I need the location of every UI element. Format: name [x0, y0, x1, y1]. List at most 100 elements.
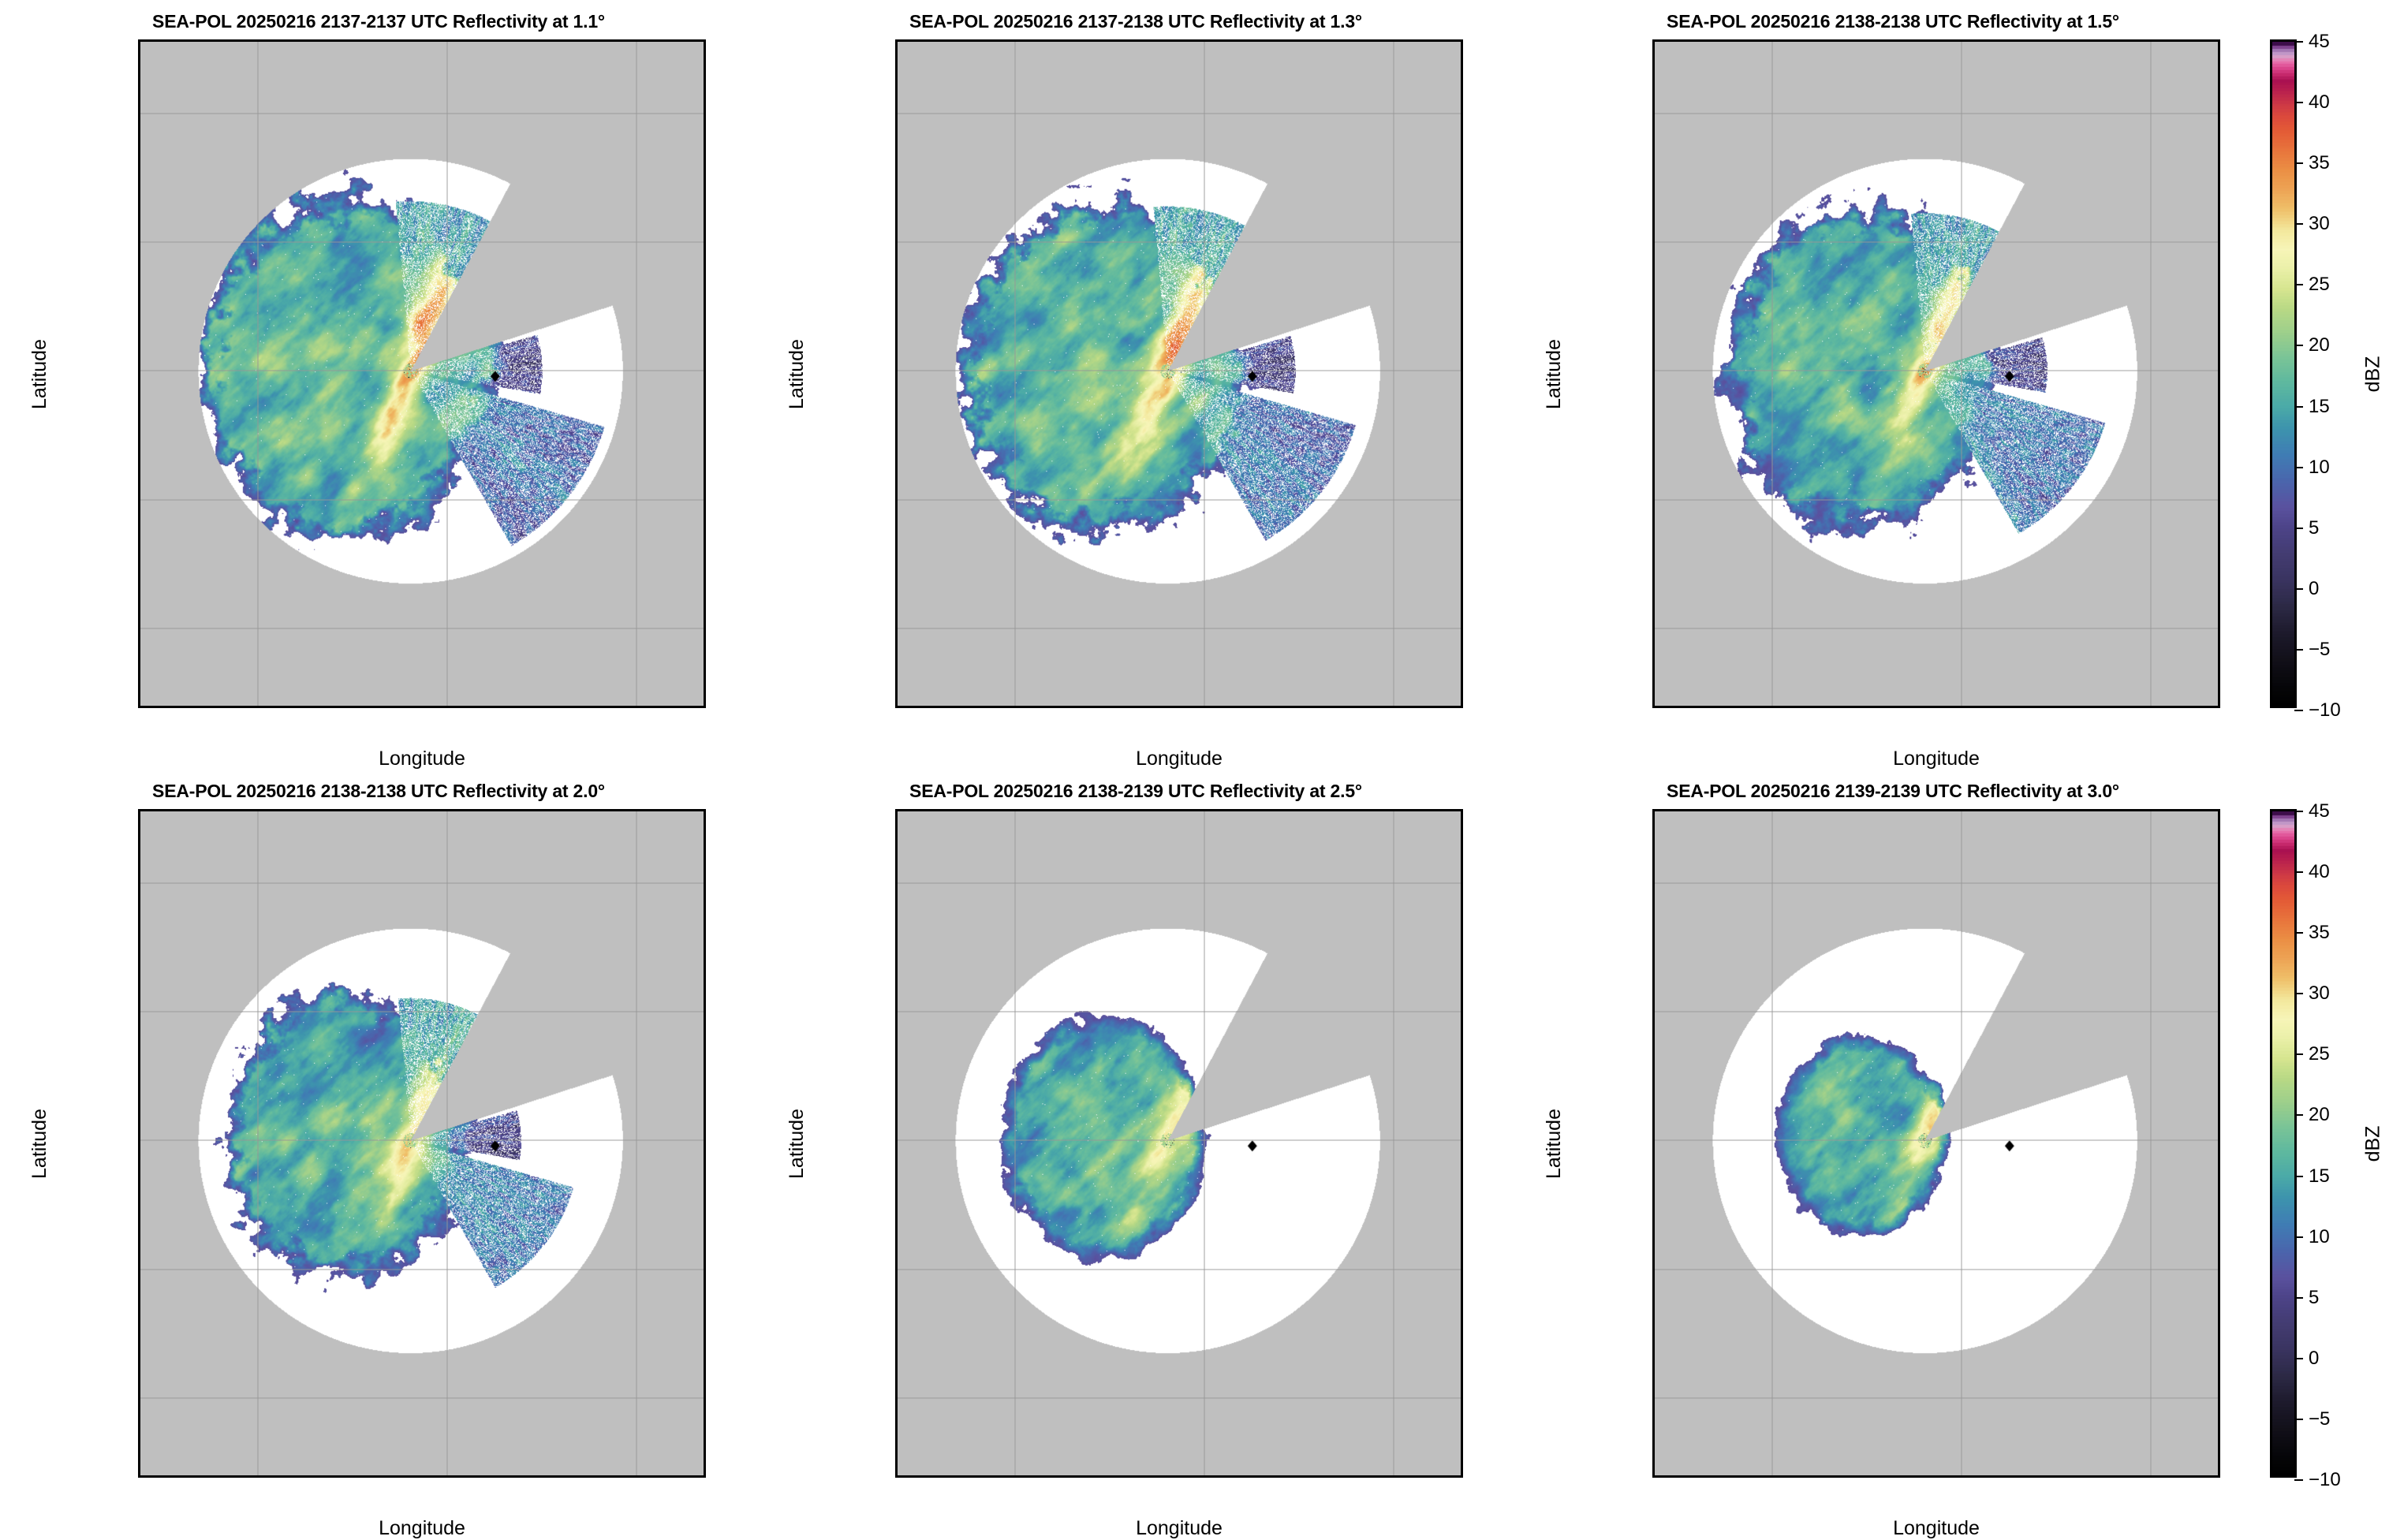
colorbar-tick: [2294, 162, 2303, 165]
y-axis-tick: [895, 882, 898, 884]
colorbar-tick-label: −5: [2309, 1408, 2331, 1430]
x-axis-title: Longitude: [379, 748, 465, 770]
gridline-vertical-overlay: [1013, 42, 1016, 706]
colorbar-tick: [2294, 1418, 2303, 1420]
y-axis-tick: [138, 113, 140, 114]
colorbar-tick-label: 40: [2309, 91, 2330, 114]
colorbar-tick: [2294, 1296, 2303, 1299]
panel-3[interactable]: SEA-POL 20250216 2138-2138 UTC Reflectiv…: [1538, 0, 2295, 770]
y-axis-tick: [1652, 1397, 1655, 1399]
gridline-horizontal-overlay: [1655, 882, 2218, 885]
colorbar-tick: [2294, 932, 2303, 934]
colorbar-canvas: [2272, 811, 2294, 1475]
y-axis-tick: [1652, 113, 1655, 114]
gridline-vertical-overlay: [1203, 42, 1205, 706]
y-axis-tick: [1652, 499, 1655, 501]
colorbar-tick-label: 25: [2309, 274, 2330, 296]
y-axis-tick: [895, 370, 898, 371]
colorbar-tick-label: 15: [2309, 1165, 2330, 1187]
y-axis-tick: [138, 1397, 140, 1399]
colorbar-tick: [2294, 1114, 2303, 1117]
colorbar-tick: [2294, 284, 2303, 286]
gridline-horizontal-overlay: [898, 882, 1461, 885]
gridline-horizontal-overlay: [898, 498, 1461, 501]
gridline-horizontal-overlay: [140, 1268, 704, 1270]
site-marker-diamond[interactable]: [1249, 372, 1262, 385]
site-marker-diamond[interactable]: [2006, 1142, 2019, 1154]
plot-area[interactable]: 41.541.040.540.039.5−108−107−106: [895, 39, 1463, 708]
colorbar-tick-label: −5: [2309, 638, 2331, 660]
y-axis-tick: [138, 1269, 140, 1270]
colorbar-tick: [2294, 1236, 2303, 1238]
colorbar-tick-label: 30: [2309, 983, 2330, 1005]
colorbar-top[interactable]: 45 40 35 30 25 20 15 10 5 0 −5 −10 dBZ: [2262, 0, 2404, 770]
gridline-vertical-overlay: [1392, 42, 1394, 706]
gridline-horizontal-overlay: [1655, 627, 2218, 629]
panel-title: SEA-POL 20250216 2138-2139 UTC Reflectiv…: [909, 781, 1362, 801]
site-marker-diamond[interactable]: [1249, 1142, 1262, 1154]
y-axis-tick: [1652, 882, 1655, 884]
y-axis-tick: [895, 1011, 898, 1012]
panel-1[interactable]: SEA-POL 20250216 2137-2137 UTC Reflectiv…: [24, 0, 781, 770]
y-axis-tick: [895, 628, 898, 629]
gridline-vertical-overlay: [446, 811, 448, 1475]
reflectivity-raster: [898, 42, 1461, 706]
gridline-vertical-overlay: [2149, 811, 2152, 1475]
gridline-vertical-overlay: [1392, 811, 1394, 1475]
y-axis-tick: [138, 1011, 140, 1012]
y-axis-tick: [895, 1139, 898, 1141]
colorbar-tick: [2294, 1357, 2303, 1359]
gridline-vertical-overlay: [635, 42, 637, 706]
colorbar-fill: [2272, 42, 2294, 706]
gridline-horizontal-overlay: [1655, 370, 2218, 372]
gridline-vertical-overlay: [1771, 811, 1773, 1475]
colorbar-tick: [2294, 345, 2303, 347]
colorbar-tick: [2294, 993, 2303, 995]
site-marker-diamond[interactable]: [492, 372, 505, 385]
colorbar-fill: [2272, 811, 2294, 1475]
gridline-horizontal-overlay: [140, 882, 704, 885]
colorbar-tick-label: 5: [2309, 516, 2320, 539]
colorbar-tick: [2294, 102, 2303, 104]
gridline-vertical-overlay: [256, 811, 259, 1475]
panel-title: SEA-POL 20250216 2137-2137 UTC Reflectiv…: [152, 11, 605, 32]
plot-area[interactable]: 41.541.040.540.039.5−108−107−106: [895, 809, 1463, 1478]
gridline-horizontal-overlay: [1655, 1396, 2218, 1399]
panel-5[interactable]: SEA-POL 20250216 2138-2139 UTC Reflectiv…: [781, 770, 1538, 1539]
gridline-horizontal-overlay: [1655, 241, 2218, 244]
gridline-vertical-overlay: [2149, 42, 2152, 706]
panel-6[interactable]: SEA-POL 20250216 2139-2139 UTC Reflectiv…: [1538, 770, 2295, 1539]
plot-area[interactable]: 41.541.040.540.039.5−108−107−106: [1652, 39, 2220, 708]
colorbar-tick-label: 15: [2309, 395, 2330, 417]
colorbar-tick: [2294, 1175, 2303, 1177]
colorbar-title: dBZ: [2361, 1125, 2384, 1162]
colorbar-tick-label: 20: [2309, 334, 2330, 356]
y-axis-tick: [138, 882, 140, 884]
y-axis-tick: [895, 113, 898, 114]
radar-canvas: [898, 42, 1461, 706]
panel-2[interactable]: SEA-POL 20250216 2137-2138 UTC Reflectiv…: [781, 0, 1538, 770]
gridline-horizontal-overlay: [1655, 498, 2218, 501]
colorbar-tick-label: 35: [2309, 152, 2330, 174]
plot-area[interactable]: 41.541.040.540.039.5−108−107−106: [138, 809, 706, 1478]
gridline-horizontal-overlay: [140, 627, 704, 629]
y-axis-tick: [1652, 1011, 1655, 1012]
radar-canvas: [140, 42, 704, 706]
y-axis-tick: [1652, 628, 1655, 629]
colorbar-bottom[interactable]: 45 40 35 30 25 20 15 10 5 0 −5 −10 dBZ: [2262, 770, 2404, 1539]
gridline-horizontal-overlay: [140, 241, 704, 244]
colorbar-tick: [2294, 648, 2303, 651]
site-marker-diamond[interactable]: [492, 1142, 505, 1154]
colorbar-tick-label: 25: [2309, 1043, 2330, 1065]
y-axis-tick: [895, 1397, 898, 1399]
panel-4[interactable]: SEA-POL 20250216 2138-2138 UTC Reflectiv…: [24, 770, 781, 1539]
panel-row-top: SEA-POL 20250216 2137-2137 UTC Reflectiv…: [24, 0, 2404, 770]
plot-area[interactable]: 41.541.040.540.039.5−108−107−106: [138, 39, 706, 708]
reflectivity-raster: [1655, 811, 2218, 1475]
reflectivity-raster: [898, 811, 1461, 1475]
plot-area[interactable]: 41.541.040.540.039.5−108−107−106: [1652, 809, 2220, 1478]
gridline-vertical-overlay: [1013, 811, 1016, 1475]
site-marker-diamond[interactable]: [2006, 372, 2019, 385]
reflectivity-raster: [140, 811, 704, 1475]
y-axis-tick: [895, 499, 898, 501]
